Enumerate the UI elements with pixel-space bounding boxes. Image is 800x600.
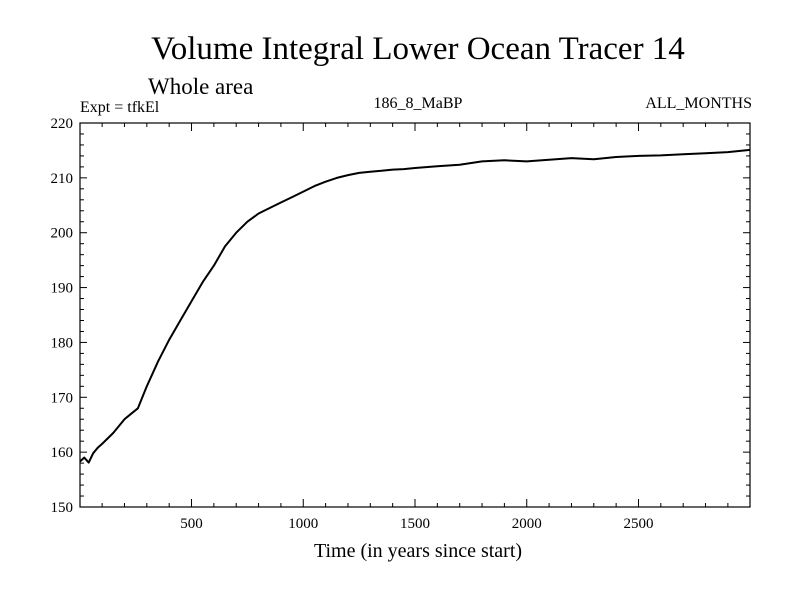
x-tick-label: 2500 (623, 516, 653, 532)
x-tick-label: 500 (180, 516, 203, 532)
y-tick-label: 150 (51, 500, 74, 516)
chart-subtitle: Whole area (148, 74, 253, 99)
months-label: ALL_MONTHS (645, 95, 752, 112)
plot-frame (79, 122, 751, 508)
x-axis-label: Time (in years since start) (314, 540, 522, 562)
y-tick-label: 190 (51, 281, 74, 297)
axis-ticks: 150 160 170 180 190 200 210 220 500 1000 1500 2000 2… (51, 116, 750, 532)
y-tick-label: 200 (51, 226, 74, 242)
x-tick-label: 2000 (512, 516, 542, 532)
y-tick-label: 170 (51, 390, 74, 406)
series-line (79, 148, 751, 464)
y-tick-label: 160 (51, 445, 74, 461)
chart-title: Volume Integral Lower Ocean Tracer 14 (151, 31, 685, 67)
y-tick-label: 220 (51, 116, 74, 132)
series-layer (79, 148, 751, 464)
x-tick-label: 1000 (288, 516, 318, 532)
period-label: 186_8_MaBP (374, 95, 463, 112)
experiment-label: Expt = tfkEl (80, 99, 160, 116)
y-tick-label: 210 (51, 171, 74, 187)
y-tick-label: 180 (51, 335, 74, 351)
x-tick-label: 1500 (400, 516, 430, 532)
